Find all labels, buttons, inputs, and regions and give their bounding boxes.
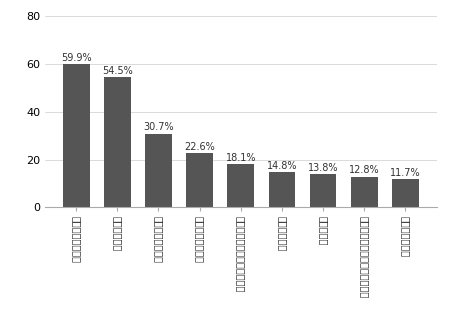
Text: 14.8%: 14.8% — [267, 160, 297, 170]
Bar — [145, 134, 172, 207]
Text: 54.5%: 54.5% — [102, 65, 133, 76]
Text: 59.9%: 59.9% — [61, 53, 91, 63]
Bar — [186, 153, 213, 207]
Text: 22.6%: 22.6% — [184, 142, 215, 152]
Text: 11.7%: 11.7% — [390, 168, 421, 178]
Bar — [63, 64, 90, 207]
Bar — [269, 172, 295, 207]
Text: 12.8%: 12.8% — [349, 165, 379, 175]
Text: 30.7%: 30.7% — [143, 122, 174, 132]
Bar — [310, 174, 337, 207]
Bar — [104, 77, 130, 207]
Bar — [227, 164, 254, 207]
Text: 18.1%: 18.1% — [225, 152, 256, 163]
Text: 13.8%: 13.8% — [308, 163, 338, 173]
Bar — [392, 179, 418, 207]
Bar — [351, 177, 378, 207]
